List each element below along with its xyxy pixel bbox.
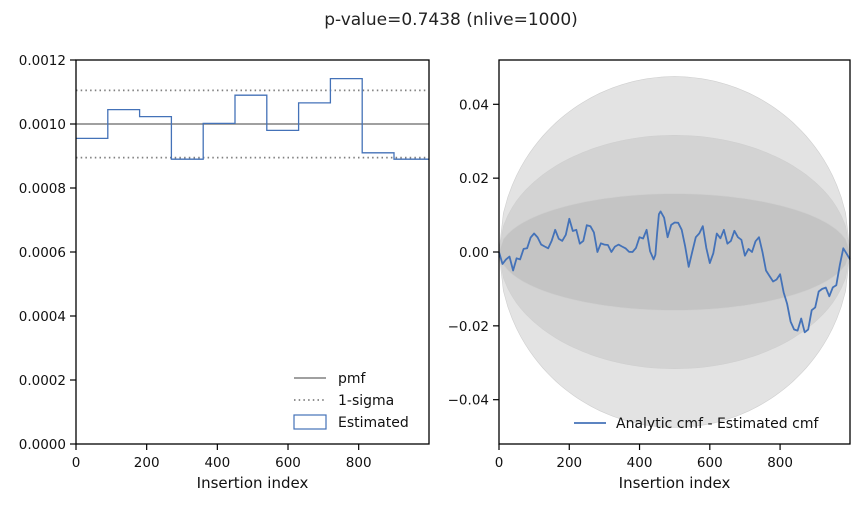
pmf-panel: 0 200 400 600 800 0.0000 0.0002 0.0004 0.0006 0.0… bbox=[19, 53, 430, 492]
legend-label: Analytic cmf - Estimated cmf bbox=[616, 416, 819, 432]
y-tick-label: −0.04 bbox=[448, 393, 489, 409]
x-tick-label: 600 bbox=[275, 455, 301, 471]
x-axis-label: Insertion index bbox=[619, 474, 731, 492]
y-tick-label: 0.0008 bbox=[19, 181, 66, 197]
x-tick-label: 200 bbox=[134, 455, 160, 471]
legend-label: 1-sigma bbox=[338, 393, 394, 409]
x-tick-label: 0 bbox=[495, 455, 504, 471]
axes-frame bbox=[75, 59, 430, 445]
x-axis-label: Insertion index bbox=[197, 474, 309, 492]
y-tick-label: 0.00 bbox=[459, 245, 489, 261]
cmf-difference-panel: 0 200 400 600 800 −0.04 −0.02 0.00 0.02 0.04 Inser… bbox=[448, 59, 851, 492]
y-tick-label: 0.0002 bbox=[19, 373, 66, 389]
x-tick-label: 600 bbox=[697, 455, 723, 471]
x-tick-label: 800 bbox=[767, 455, 793, 471]
y-tick-label: 0.0004 bbox=[19, 309, 66, 325]
confidence-band-1sigma bbox=[498, 193, 851, 311]
estimated-step-line bbox=[76, 77, 429, 160]
x-tick-label: 800 bbox=[346, 455, 372, 471]
legend-swatch-estimated bbox=[293, 414, 327, 430]
y-tick-label: 0.0010 bbox=[19, 117, 66, 133]
x-tick-label: 400 bbox=[627, 455, 653, 471]
cmf-difference-line bbox=[498, 210, 851, 334]
x-tick-label: 0 bbox=[72, 455, 81, 471]
legend-label: pmf bbox=[338, 371, 367, 387]
y-tick-label: −0.02 bbox=[448, 319, 489, 335]
y-tick-label: 0.02 bbox=[459, 171, 489, 187]
y-tick-label: 0.04 bbox=[459, 97, 489, 113]
legend-label: Estimated bbox=[338, 415, 409, 431]
y-tick-label: 0.0000 bbox=[19, 437, 66, 453]
y-tick-label: 0.0006 bbox=[19, 245, 66, 261]
x-tick-label: 200 bbox=[556, 455, 582, 471]
y-tick-label: 0.0012 bbox=[19, 53, 66, 69]
x-tick-label: 400 bbox=[204, 455, 230, 471]
figure-title: p-value=0.7438 (nlive=1000) bbox=[324, 10, 578, 30]
